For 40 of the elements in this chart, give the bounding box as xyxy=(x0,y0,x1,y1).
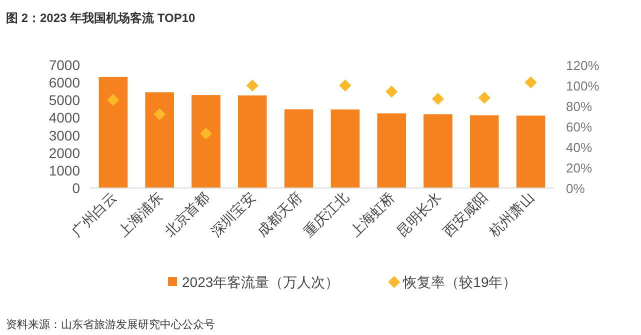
chart-title: 图 2：2023 年我国机场客流 TOP10 xyxy=(6,11,196,25)
y2-tick-label: 80% xyxy=(566,99,592,114)
bar xyxy=(145,92,174,188)
point xyxy=(154,108,166,120)
point xyxy=(246,80,258,92)
point xyxy=(200,128,212,140)
y-tick-label: 3000 xyxy=(48,127,80,144)
x-tick-label: 重庆江北 xyxy=(300,188,352,240)
bar xyxy=(470,115,499,188)
bar xyxy=(377,113,406,188)
y-tick-label: 4000 xyxy=(48,110,80,126)
point xyxy=(107,94,120,106)
y-tick-label: 6000 xyxy=(48,74,80,91)
bar xyxy=(238,95,267,188)
bar xyxy=(424,114,452,188)
bar xyxy=(330,109,360,188)
y2-tick-label: 60% xyxy=(566,120,592,134)
legend-label: 2023年客流量（万人次） xyxy=(182,274,340,290)
legend-label: 恢复率（较19年） xyxy=(402,274,517,290)
point xyxy=(478,92,490,104)
y2-tick-label: 100% xyxy=(566,78,600,94)
point xyxy=(339,80,352,92)
x-tick-label: 深圳宝安 xyxy=(208,188,259,240)
text: 资料来源：山东省旅游发展研究中心公众号 xyxy=(6,318,215,331)
bar xyxy=(284,109,314,188)
point xyxy=(432,92,444,105)
bar xyxy=(192,95,220,188)
y-tick-label: 1000 xyxy=(48,162,80,178)
bar xyxy=(516,116,546,188)
y-tick-label: 5000 xyxy=(48,92,80,108)
point xyxy=(386,86,398,98)
bar xyxy=(98,76,128,188)
y-tick-label: 7000 xyxy=(48,57,80,73)
y-tick-label: 2000 xyxy=(48,144,80,161)
y2-tick-label: 0% xyxy=(566,181,586,196)
point xyxy=(524,76,537,88)
y2-tick-label: 120% xyxy=(566,58,600,73)
y2-tick-label: 40% xyxy=(566,140,592,155)
y2-tick-label: 20% xyxy=(566,160,592,176)
y-tick-label: 0 xyxy=(72,180,80,196)
